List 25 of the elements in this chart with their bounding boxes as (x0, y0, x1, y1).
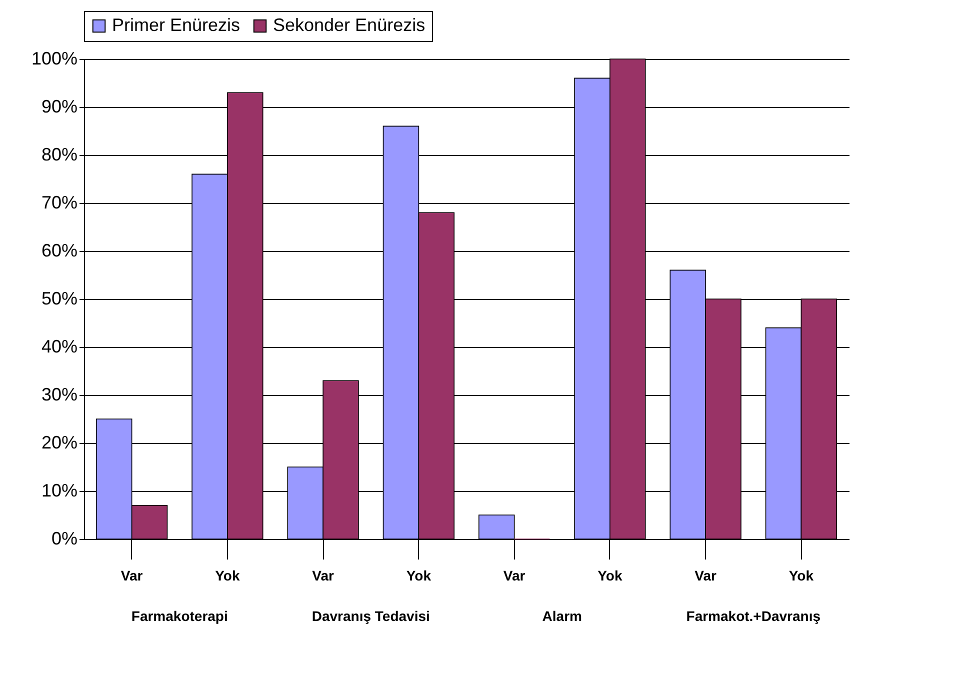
x-tick-label: Yok (788, 568, 814, 584)
legend-label: Sekonder Enürezis (273, 15, 426, 35)
y-tick-label: 20% (41, 432, 78, 452)
y-tick-label: 0% (51, 528, 78, 548)
text: Farmakot.+Davranış (686, 608, 821, 624)
y-tick-label: 70% (41, 192, 78, 212)
x-tick-label: Yok (598, 568, 622, 584)
y-tick-label: 90% (41, 96, 78, 116)
y-tick-label: 30% (41, 384, 78, 404)
y-tick-label: 40% (41, 336, 78, 356)
y-tick-label: 60% (41, 240, 78, 260)
x-tick-label: Var (503, 568, 526, 584)
x-tick-label: Var (312, 568, 335, 584)
x-tick-label: Var (120, 568, 144, 584)
y-tick-label: 100% (31, 48, 78, 68)
text: Farmakoterapi (131, 608, 228, 624)
text: Alarm (542, 608, 582, 624)
y-tick-label: 10% (41, 480, 78, 500)
legend-label: Primer Enürezis (112, 15, 240, 35)
x-tick-label: Yok (215, 568, 240, 584)
x-tick-label: Yok (406, 568, 432, 584)
y-tick-label: 80% (41, 144, 78, 164)
y-tick-label: 50% (41, 288, 78, 308)
text: Davranış Tedavisi (312, 608, 430, 624)
x-tick-label: Var (694, 568, 718, 584)
